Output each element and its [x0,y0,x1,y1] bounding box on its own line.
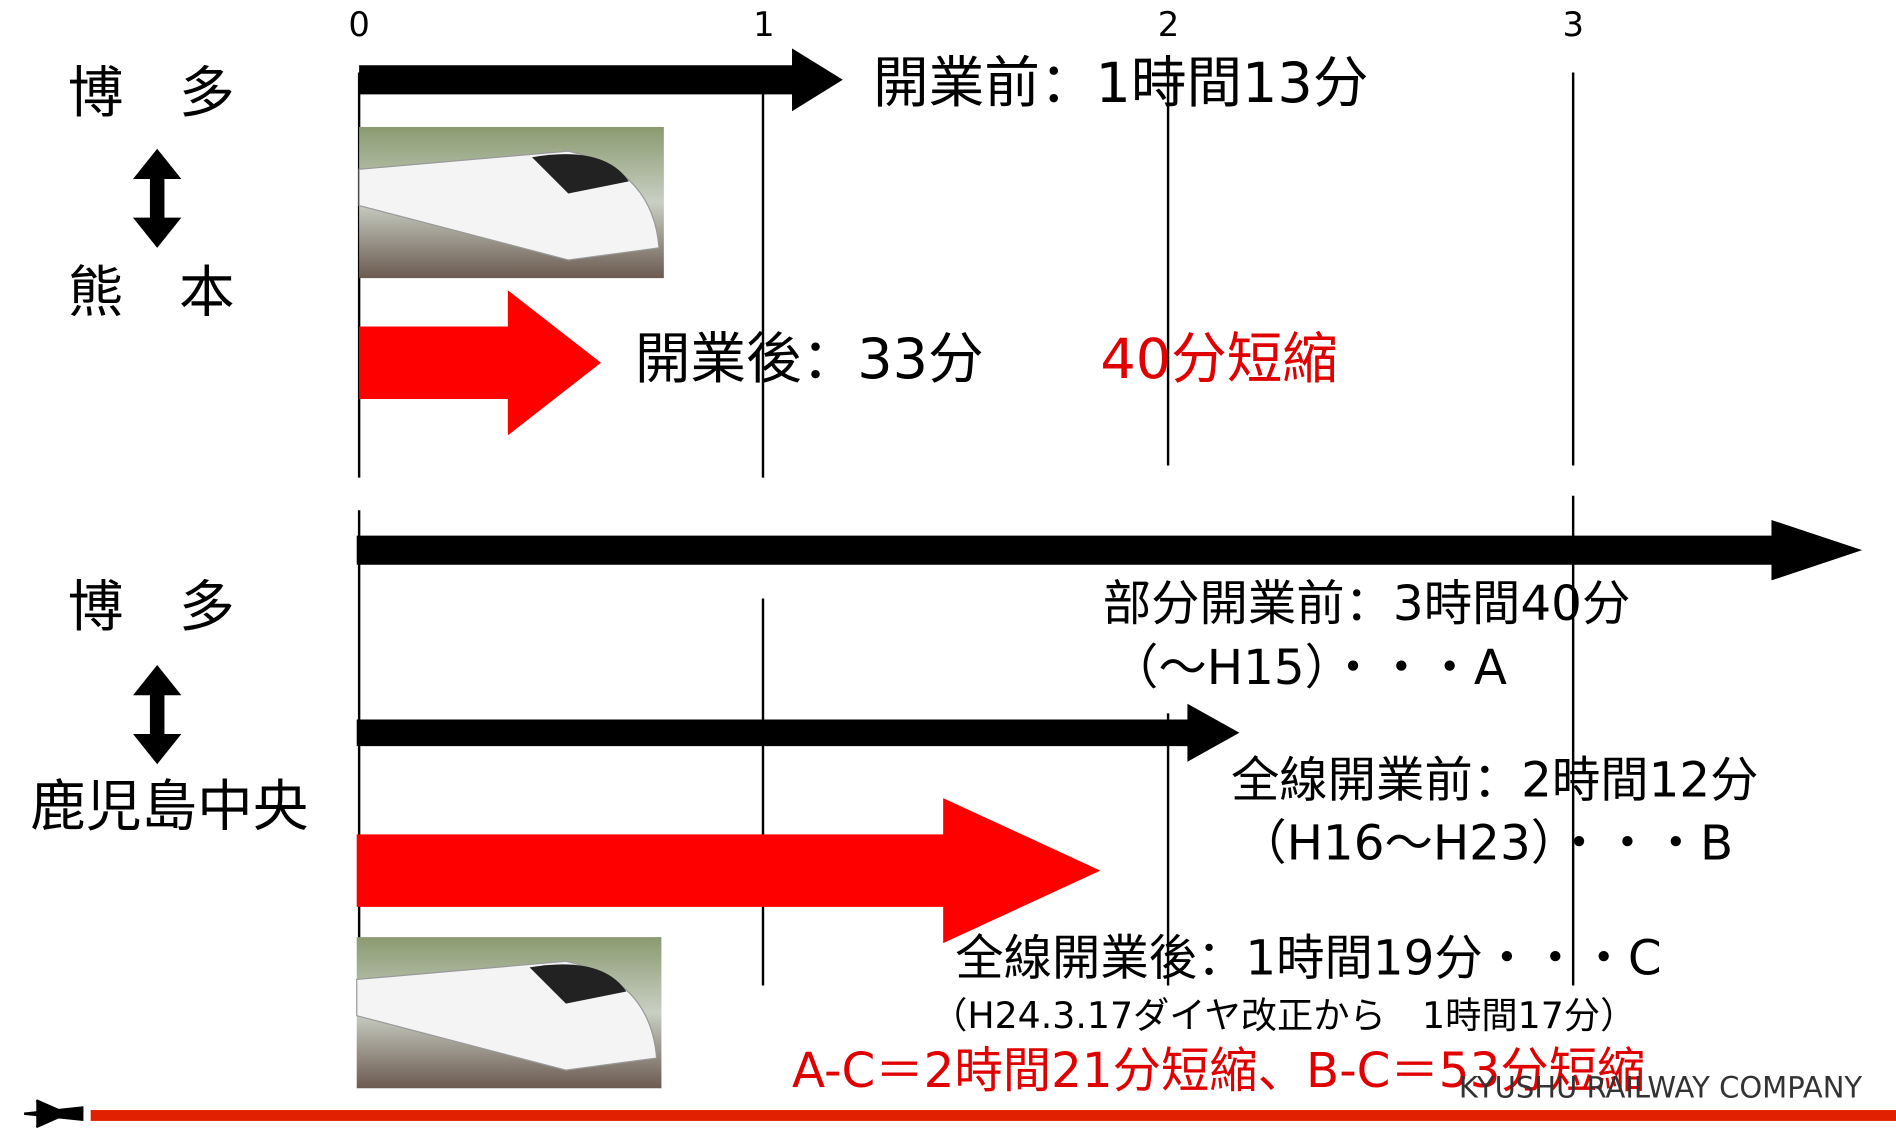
station: 熊 本 [68,260,235,325]
time-label: 開業後：33分 [635,327,984,392]
time-note: （H24.3.17ダイヤ改正から 1時間17分） [931,994,1636,1037]
station: 博 多 [68,61,235,126]
time-note: （～H15）・・・A [1110,640,1507,696]
axis-tick-label: 3 [1562,5,1584,44]
arrow-after [359,290,601,436]
arrow-before [359,48,843,112]
saving-label: 40分短縮 [1100,327,1338,392]
station: 博 多 [68,575,235,640]
time-label: 開業前：1時間13分 [873,51,1368,116]
time-note: （H16～H23）・・・B [1238,815,1733,871]
double-arrow [133,148,182,248]
time-label: 全線開業後：1時間19分・・・C [955,930,1661,986]
arrow-partial-before [356,519,1863,581]
double-arrow [133,665,182,765]
guide-lines [357,72,1575,1083]
logo [24,1099,84,1129]
station: 鹿児島中央 [30,774,308,839]
axis-tick-label: 1 [753,5,775,44]
axis-tick-label: 0 [348,5,370,44]
train-photo [356,937,662,1089]
arrow-full-after [356,798,1101,944]
saving-label: A-C＝2時間21分短縮、B-C＝53分短縮 [792,1043,1645,1099]
footer-bar [90,1110,1896,1121]
time-label: 部分開業前：3時間40分 [1103,576,1631,632]
train-photo [358,126,664,279]
time-label: 全線開業前：2時間12分 [1231,753,1759,809]
company-name: KYUSHU RAILWAY COMPANY [1459,1070,1863,1104]
axis-tick-label: 2 [1158,5,1180,44]
arrow-full-before [356,703,1240,762]
